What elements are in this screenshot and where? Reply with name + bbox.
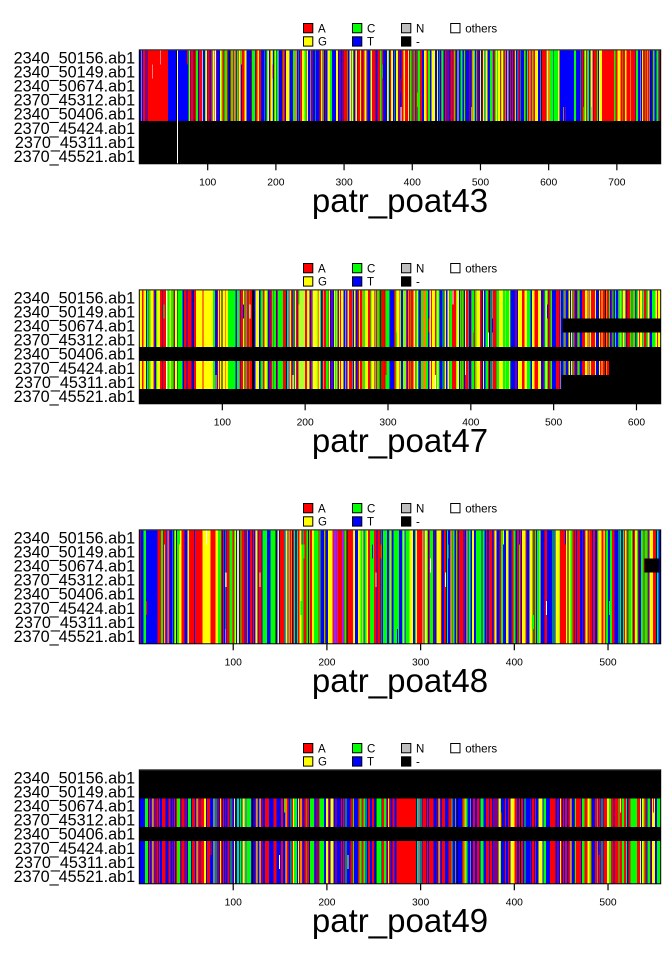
svg-text:2370_45521.ab1: 2370_45521.ab1 [14, 868, 136, 886]
svg-text:2340_50406.ab1: 2340_50406.ab1 [14, 106, 136, 124]
svg-text:500: 500 [599, 658, 616, 669]
svg-text:400: 400 [462, 418, 479, 429]
svg-text:2370_45311.ab1: 2370_45311.ab1 [15, 134, 135, 152]
svg-text:2370_45424.ab1: 2370_45424.ab1 [14, 840, 136, 858]
svg-text:2370_45424.ab1: 2370_45424.ab1 [14, 600, 136, 618]
svg-text:N: N [416, 743, 424, 755]
svg-text:-: - [416, 277, 420, 289]
svg-text:2370_45312.ab1: 2370_45312.ab1 [14, 812, 136, 830]
svg-text:patr_poat43: patr_poat43 [312, 182, 488, 219]
svg-text:-: - [416, 517, 420, 529]
svg-text:100: 100 [199, 178, 216, 189]
svg-text:C: C [367, 743, 375, 755]
svg-text:500: 500 [599, 898, 616, 909]
svg-text:100: 100 [225, 898, 242, 909]
svg-text:-: - [416, 757, 420, 769]
svg-text:C: C [367, 263, 375, 275]
svg-text:2370_45312.ab1: 2370_45312.ab1 [14, 332, 136, 350]
svg-text:G: G [318, 277, 327, 289]
svg-text:400: 400 [506, 658, 523, 669]
svg-text:2340_50149.ab1: 2340_50149.ab1 [14, 63, 136, 81]
svg-text:2370_45311.ab1: 2370_45311.ab1 [15, 614, 135, 632]
svg-text:300: 300 [335, 178, 352, 189]
svg-text:T: T [367, 757, 374, 769]
svg-text:2370_45424.ab1: 2370_45424.ab1 [14, 120, 136, 138]
svg-text:2340_50149.ab1: 2340_50149.ab1 [14, 783, 136, 801]
svg-text:100: 100 [214, 418, 231, 429]
svg-text:patr_poat48: patr_poat48 [312, 662, 488, 699]
svg-text:2340_50149.ab1: 2340_50149.ab1 [14, 303, 136, 321]
svg-text:100: 100 [225, 658, 242, 669]
svg-text:C: C [367, 23, 375, 35]
svg-text:300: 300 [412, 898, 429, 909]
svg-text:400: 400 [404, 178, 421, 189]
svg-text:2370_45521.ab1: 2370_45521.ab1 [14, 388, 136, 406]
svg-text:patr_poat49: patr_poat49 [312, 902, 488, 939]
svg-text:A: A [318, 23, 326, 35]
svg-text:500: 500 [472, 178, 489, 189]
svg-text:2370_45521.ab1: 2370_45521.ab1 [14, 148, 136, 166]
svg-text:2340_50156.ab1: 2340_50156.ab1 [14, 529, 136, 547]
svg-text:700: 700 [608, 178, 625, 189]
svg-text:N: N [416, 23, 424, 35]
svg-text:T: T [367, 517, 374, 529]
svg-text:2340_50674.ab1: 2340_50674.ab1 [14, 77, 136, 95]
svg-text:2340_50406.ab1: 2340_50406.ab1 [14, 346, 136, 364]
svg-text:A: A [318, 263, 326, 275]
svg-text:G: G [318, 37, 327, 49]
svg-text:2370_45311.ab1: 2370_45311.ab1 [15, 374, 135, 392]
svg-text:300: 300 [412, 658, 429, 669]
svg-text:2340_50156.ab1: 2340_50156.ab1 [14, 769, 136, 787]
svg-text:200: 200 [318, 658, 335, 669]
svg-text:300: 300 [379, 418, 396, 429]
svg-text:2340_50149.ab1: 2340_50149.ab1 [14, 543, 136, 561]
svg-text:2370_45312.ab1: 2370_45312.ab1 [14, 92, 136, 110]
svg-text:N: N [416, 503, 424, 515]
svg-text:2340_50156.ab1: 2340_50156.ab1 [14, 49, 136, 67]
svg-text:N: N [416, 263, 424, 275]
svg-text:600: 600 [628, 418, 645, 429]
svg-text:200: 200 [318, 898, 335, 909]
svg-text:200: 200 [267, 178, 284, 189]
svg-text:T: T [367, 37, 374, 49]
svg-text:A: A [318, 503, 326, 515]
svg-text:2370_45311.ab1: 2370_45311.ab1 [15, 854, 135, 872]
svg-text:400: 400 [506, 898, 523, 909]
svg-text:others: others [465, 743, 497, 755]
svg-text:2370_45312.ab1: 2370_45312.ab1 [14, 572, 136, 590]
svg-text:600: 600 [540, 178, 557, 189]
svg-text:A: A [318, 743, 326, 755]
svg-text:2370_45424.ab1: 2370_45424.ab1 [14, 360, 136, 378]
svg-text:2340_50674.ab1: 2340_50674.ab1 [14, 797, 136, 815]
svg-text:200: 200 [297, 418, 314, 429]
svg-text:2340_50674.ab1: 2340_50674.ab1 [14, 317, 136, 335]
svg-text:G: G [318, 517, 327, 529]
svg-text:2340_50406.ab1: 2340_50406.ab1 [14, 826, 136, 844]
svg-text:2340_50156.ab1: 2340_50156.ab1 [14, 289, 136, 307]
svg-text:others: others [465, 23, 497, 35]
svg-text:-: - [416, 37, 420, 49]
svg-text:others: others [465, 263, 497, 275]
svg-text:2340_50674.ab1: 2340_50674.ab1 [14, 557, 136, 575]
svg-text:500: 500 [545, 418, 562, 429]
svg-text:G: G [318, 757, 327, 769]
svg-text:T: T [367, 277, 374, 289]
svg-text:2340_50406.ab1: 2340_50406.ab1 [14, 586, 136, 604]
svg-text:C: C [367, 503, 375, 515]
svg-text:2370_45521.ab1: 2370_45521.ab1 [14, 628, 136, 646]
svg-text:patr_poat47: patr_poat47 [312, 422, 488, 459]
svg-text:others: others [465, 503, 497, 515]
